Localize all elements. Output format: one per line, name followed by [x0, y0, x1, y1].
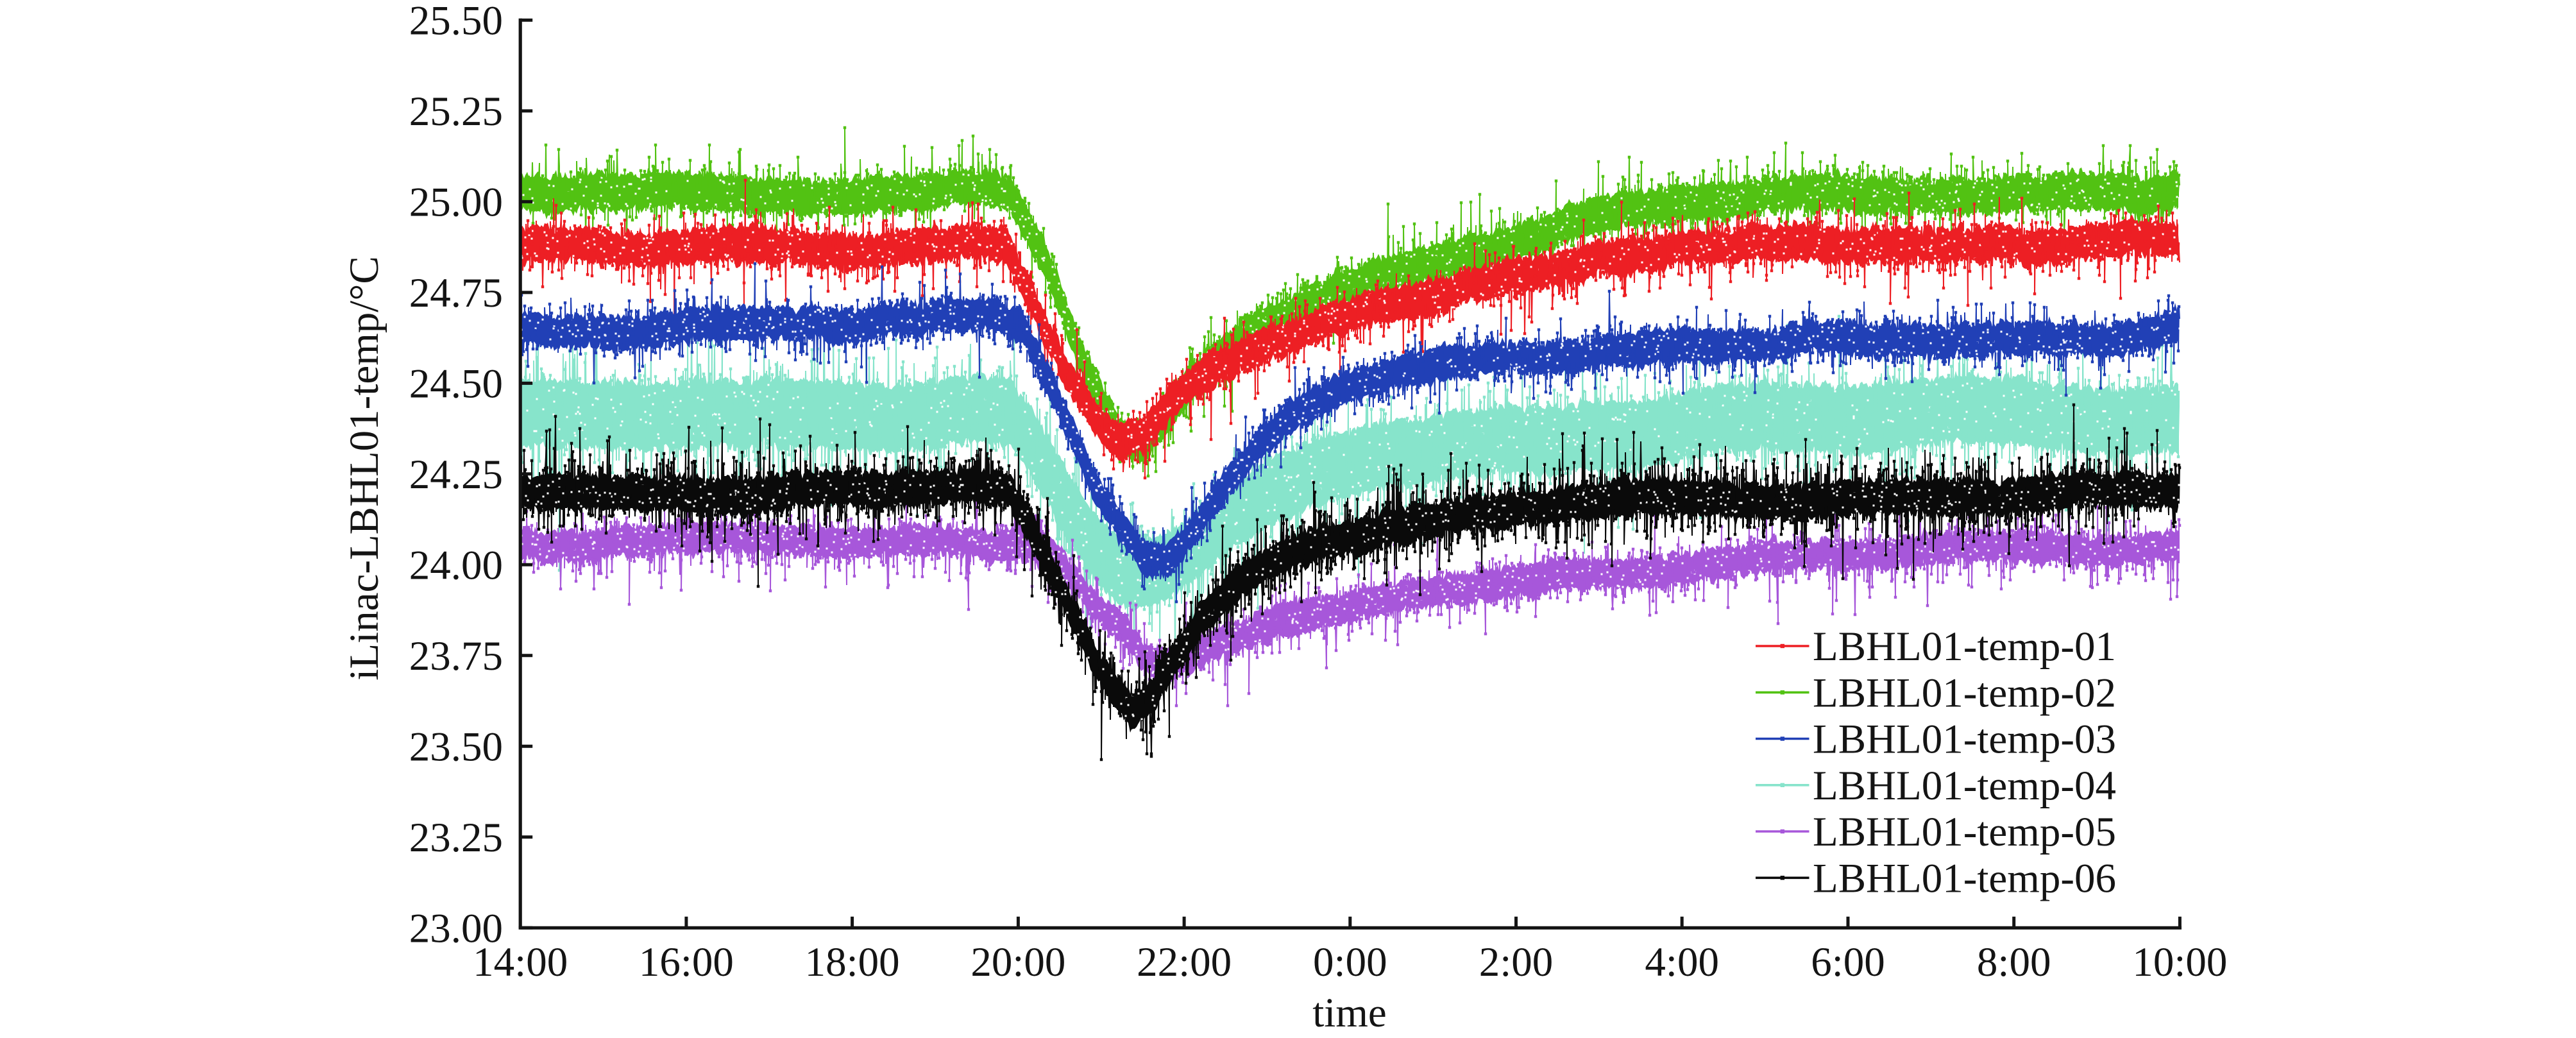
svg-text:LBHL01-temp-06: LBHL01-temp-06: [1813, 855, 2116, 901]
svg-text:24.75: 24.75: [409, 270, 503, 316]
svg-text:23.00: 23.00: [409, 905, 503, 951]
svg-text:20:00: 20:00: [970, 939, 1065, 985]
svg-text:23.75: 23.75: [409, 633, 503, 679]
svg-text:25.25: 25.25: [409, 89, 503, 135]
svg-text:24.25: 24.25: [409, 452, 503, 498]
svg-text:4:00: 4:00: [1645, 939, 1719, 985]
svg-text:25.00: 25.00: [409, 179, 503, 225]
svg-text:24.50: 24.50: [409, 361, 503, 407]
svg-text:8:00: 8:00: [1977, 939, 2051, 985]
svg-text:LBHL01-temp-05: LBHL01-temp-05: [1813, 809, 2116, 855]
svg-text:6:00: 6:00: [1811, 939, 1885, 985]
svg-text:25.50: 25.50: [409, 0, 503, 44]
svg-text:23.50: 23.50: [409, 724, 503, 770]
svg-text:0:00: 0:00: [1313, 939, 1387, 985]
svg-text:iLinac-LBHL01-temp/°C: iLinac-LBHL01-temp/°C: [341, 256, 387, 680]
svg-text:LBHL01-temp-03: LBHL01-temp-03: [1813, 717, 2116, 763]
svg-text:24.00: 24.00: [409, 542, 503, 588]
svg-text:LBHL01-temp-02: LBHL01-temp-02: [1813, 670, 2116, 716]
svg-text:14:00: 14:00: [473, 939, 568, 985]
svg-text:time: time: [1312, 990, 1387, 1036]
svg-text:LBHL01-temp-01: LBHL01-temp-01: [1813, 624, 2116, 670]
svg-text:16:00: 16:00: [639, 939, 734, 985]
svg-text:23.25: 23.25: [409, 815, 503, 861]
svg-text:22:00: 22:00: [1137, 939, 1232, 985]
svg-text:2:00: 2:00: [1479, 939, 1554, 985]
svg-text:18:00: 18:00: [805, 939, 900, 985]
svg-text:10:00: 10:00: [2132, 939, 2227, 985]
svg-text:LBHL01-temp-04: LBHL01-temp-04: [1813, 763, 2116, 809]
